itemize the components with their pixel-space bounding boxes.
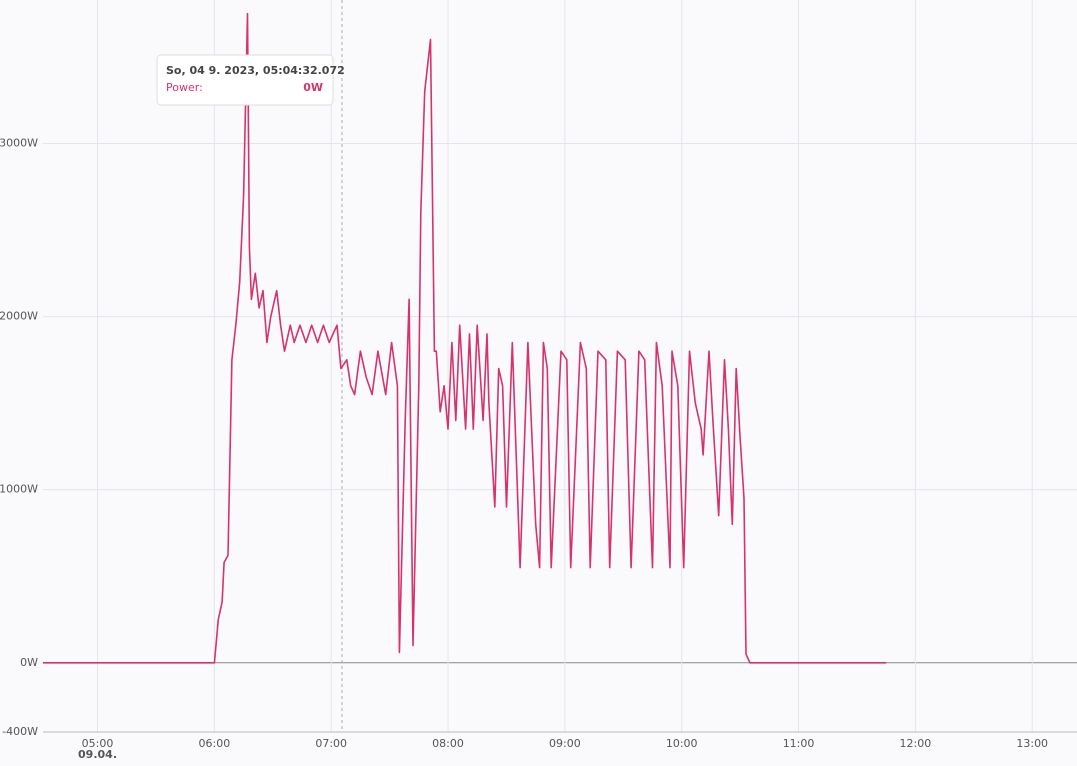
tooltip: So, 04 9. 2023, 05:04:32.072 Power: 0W: [156, 54, 345, 106]
x-tick-label: 08:00: [432, 737, 464, 750]
x-tick-label: 06:00: [199, 737, 231, 750]
tooltip-box: [156, 54, 334, 106]
series-line: [43, 12, 887, 664]
y-tick-label: 2000W: [0, 310, 38, 323]
date-label: 09.04.: [78, 748, 117, 761]
x-tick-label: 13:00: [1016, 737, 1048, 750]
x-tick-label: 10:00: [666, 737, 698, 750]
y-tick-label: 3000W: [0, 136, 38, 149]
tooltip-title: So, 04 9. 2023, 05:04:32.072: [166, 64, 345, 77]
x-tick-label: 07:00: [315, 737, 347, 750]
x-tick-label: 09:00: [549, 737, 581, 750]
plot: [43, 12, 887, 664]
x-tick-label: 05:00: [82, 737, 114, 750]
y-tick-label: 0W: [20, 656, 38, 669]
y-tick-label: 1000W: [0, 483, 38, 496]
tooltip-label: Power:: [166, 81, 203, 94]
tooltip-value: 0W: [303, 81, 323, 94]
x-tick-label: 11:00: [783, 737, 815, 750]
y-tick-label: -400W: [2, 725, 38, 738]
x-tick-label: 12:00: [900, 737, 932, 750]
grid: [43, 0, 1077, 733]
